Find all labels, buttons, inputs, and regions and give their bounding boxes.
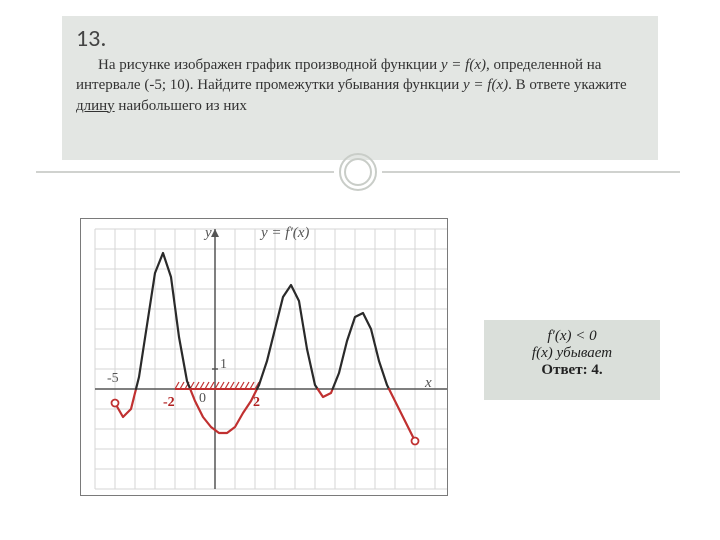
- divider-left: [36, 171, 334, 173]
- x-axis-label: x: [425, 375, 432, 392]
- chart-svg: [81, 219, 447, 495]
- answer-line-1: f′(x) < 0: [490, 328, 654, 345]
- tick-minus2-red: -2: [163, 395, 175, 411]
- answer-line-3: Ответ: 4.: [490, 362, 654, 379]
- tick-one: 1: [220, 357, 227, 373]
- tick-zero: 0: [199, 391, 206, 407]
- curve-label: y = f′(x): [261, 225, 309, 242]
- y-axis-label: y: [205, 225, 212, 242]
- problem-number: 13.: [76, 24, 644, 53]
- derivative-chart: y y = f′(x) x -5 0 1 -2 2: [80, 218, 448, 496]
- tick-minus5: -5: [107, 371, 119, 387]
- problem-header: 13. На рисунке изображен график производ…: [62, 16, 658, 160]
- tick-two-red: 2: [253, 395, 260, 411]
- answer-line-2: f(x) убывает: [490, 345, 654, 362]
- divider-right: [382, 171, 680, 173]
- ornament-circle-icon: [334, 148, 382, 196]
- answer-box: f′(x) < 0 f(x) убывает Ответ: 4.: [484, 320, 660, 400]
- problem-text: На рисунке изображен график производной …: [76, 55, 644, 116]
